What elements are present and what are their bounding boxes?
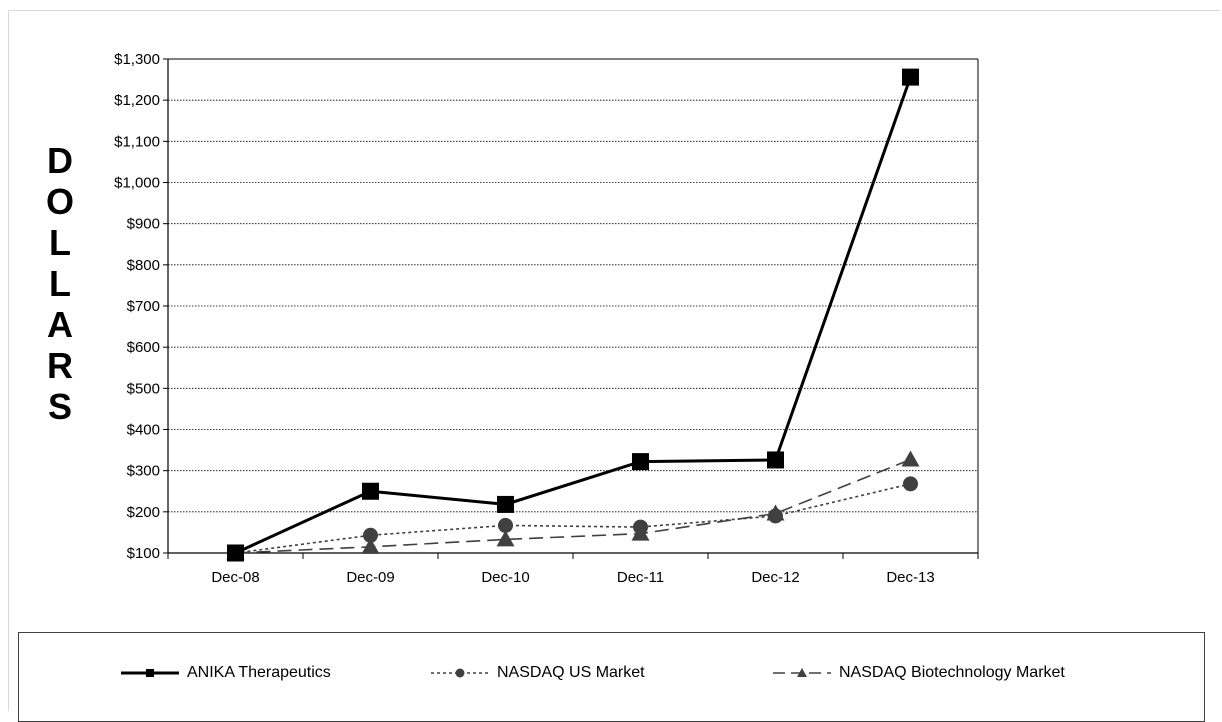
x-tick-label: Dec-08 <box>211 569 259 586</box>
data-point <box>767 451 784 469</box>
data-point <box>632 453 649 471</box>
y-axis-label-letter: L <box>49 263 71 304</box>
line-chart: $100 $200 $300 $400 $500 $600 $700 $800 $900 $1,0… <box>114 51 979 586</box>
y-axis-label-letter: L <box>49 222 71 263</box>
y-tick-label: $100 <box>127 545 160 562</box>
series-line <box>234 76 912 555</box>
data-point <box>633 519 648 535</box>
data-point <box>496 530 515 547</box>
y-tick-label: $700 <box>127 298 160 315</box>
chart-frame <box>8 10 1220 711</box>
data-point <box>498 517 513 533</box>
series-line <box>235 483 911 554</box>
y-tick-label: $800 <box>127 257 160 274</box>
data-point <box>903 476 918 492</box>
y-tick-label: $1,200 <box>114 92 160 109</box>
y-axis-label-letter: S <box>47 386 72 427</box>
legend-marker <box>455 668 465 678</box>
x-tick-label: Dec-10 <box>481 569 529 586</box>
y-tick-label: $500 <box>127 380 160 397</box>
y-tick-label: $200 <box>127 504 160 521</box>
data-point <box>363 527 378 543</box>
legend-item: NASDAQ Biotechnology Market <box>771 661 1065 685</box>
y-tick-label: $1,000 <box>114 175 160 192</box>
y-tick-label: $300 <box>127 463 160 480</box>
legend-swatch <box>773 668 831 677</box>
y-axis-label-letter: D <box>47 140 73 181</box>
x-tick-label: Dec-12 <box>751 569 799 586</box>
data-point <box>361 537 380 554</box>
data-point <box>497 495 514 513</box>
legend-swatch <box>431 668 489 678</box>
x-tick-label: Dec-09 <box>346 569 394 586</box>
data-point <box>227 544 244 562</box>
data-point <box>901 450 920 467</box>
x-tick-label: Dec-13 <box>886 569 934 586</box>
y-axis-label-letter: O <box>45 181 74 222</box>
y-tick-label: $600 <box>127 339 160 356</box>
y-tick-label: $1,100 <box>114 133 160 150</box>
data-point <box>362 482 379 500</box>
series-line <box>235 458 911 554</box>
legend: ANIKA Therapeutics NASDAQ US Market NASDAQ… <box>18 632 1205 722</box>
legend-marker <box>146 669 154 677</box>
legend-label: NASDAQ US Market <box>497 664 645 681</box>
legend-label: NASDAQ Biotechnology Market <box>839 664 1065 681</box>
y-axis-label-letter: R <box>47 345 73 386</box>
legend-label: ANIKA Therapeutics <box>187 664 331 681</box>
y-tick-label: $400 <box>127 422 160 439</box>
data-point <box>902 68 919 86</box>
x-tick-label: Dec-11 <box>617 569 664 586</box>
legend-item: NASDAQ US Market <box>429 661 645 685</box>
data-point <box>768 508 783 524</box>
y-tick-label: $1,300 <box>114 51 160 68</box>
legend-marker <box>797 668 807 677</box>
y-tick-label: $900 <box>127 216 160 233</box>
legend-item: ANIKA Therapeutics <box>119 661 331 685</box>
legend-swatch <box>121 669 179 677</box>
y-axis-label-letter: A <box>47 304 73 345</box>
